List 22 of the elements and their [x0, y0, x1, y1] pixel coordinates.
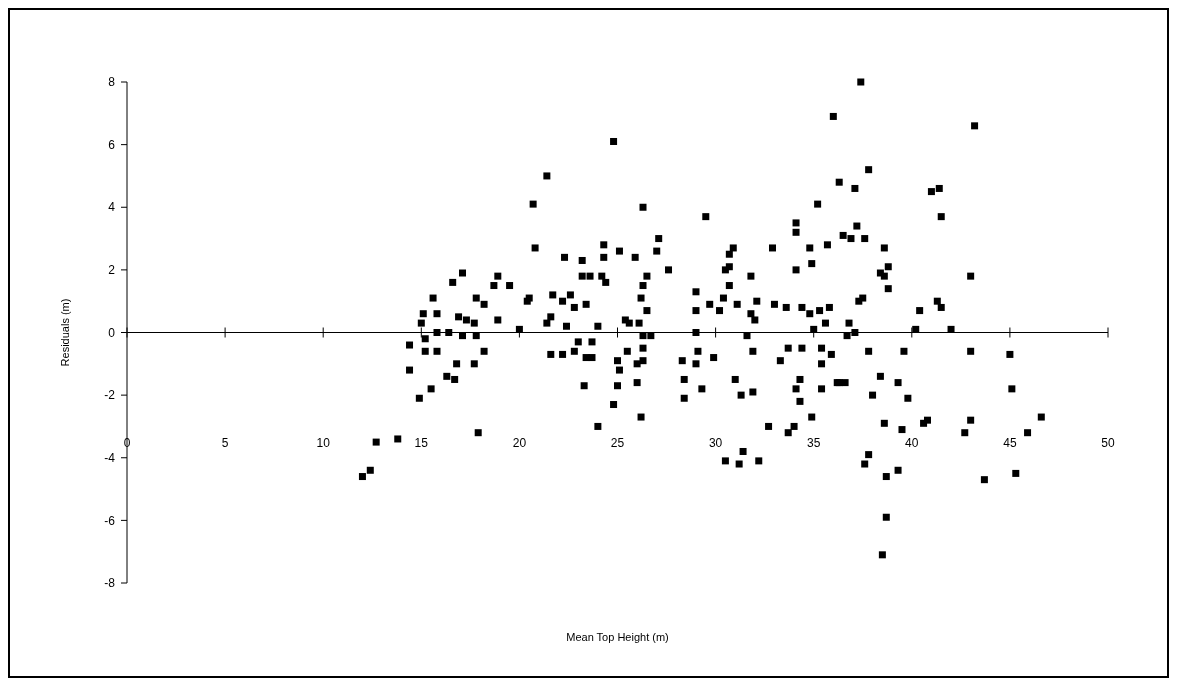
x-tick-label: 10 [316, 435, 331, 450]
x-tick-label: 25 [610, 435, 625, 450]
x-tick-label: 50 [1101, 435, 1115, 450]
y-tick-label: 8 [108, 75, 116, 90]
y-axis-title: Residuals (m) [59, 298, 71, 367]
y-tick-label: -6 [104, 513, 116, 528]
y-tick-label: 2 [108, 263, 116, 278]
y-tick-label: -4 [104, 450, 116, 465]
y-tick-label: 0 [108, 325, 116, 340]
y-tick-label: -2 [104, 388, 116, 403]
y-tick-label: 4 [108, 200, 116, 215]
x-tick-label: 45 [1003, 435, 1017, 450]
x-tick-label: 30 [708, 435, 723, 450]
y-tick-label: 6 [108, 137, 116, 152]
x-tick-label: 0 [123, 435, 131, 450]
x-tick-label: 5 [221, 435, 229, 450]
x-tick-label: 20 [512, 435, 527, 450]
x-tick-label: 40 [905, 435, 919, 450]
x-tick-label: 35 [807, 435, 821, 450]
x-tick-label: 15 [414, 435, 429, 450]
x-axis-title: Mean Top Height (m) [566, 631, 669, 643]
y-tick-label: -8 [104, 576, 116, 591]
